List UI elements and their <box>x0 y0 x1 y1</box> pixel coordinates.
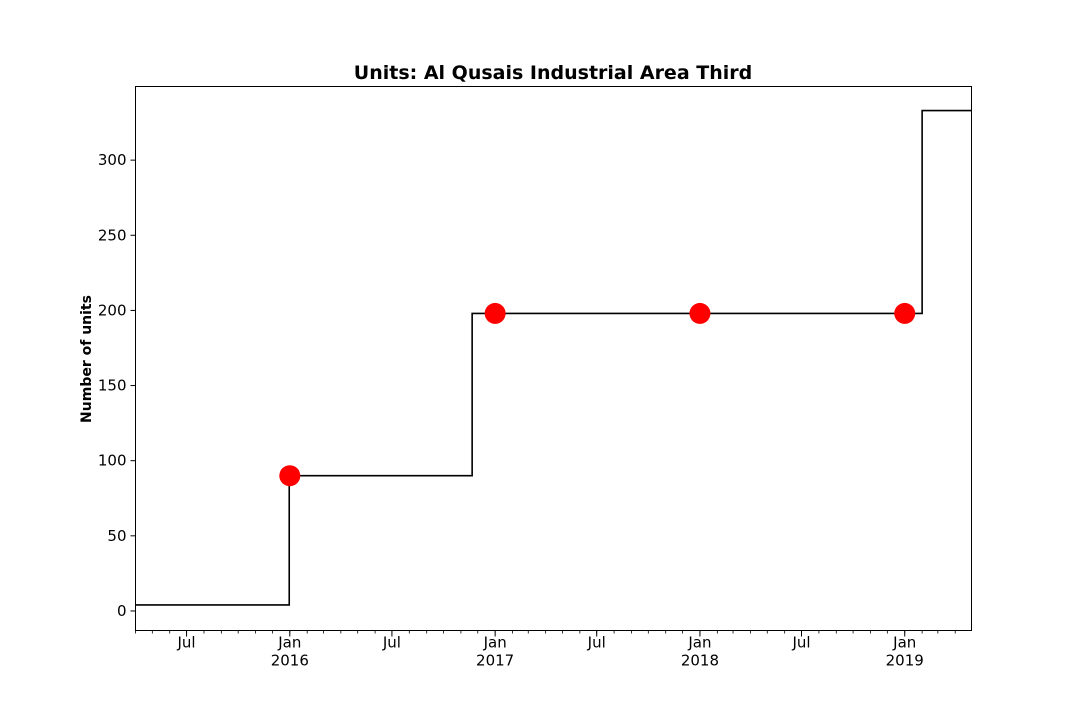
x-tick-label: Jul <box>587 634 606 652</box>
series-step-line <box>135 109 972 606</box>
x-tick-label: Jan 2019 <box>886 634 924 670</box>
data-point-marker <box>279 465 301 487</box>
x-tick-label: Jan 2016 <box>271 634 309 670</box>
y-tick-label: 150 <box>98 377 127 395</box>
plot-frame <box>135 86 972 631</box>
data-point-marker <box>689 302 711 324</box>
x-tick-label: Jan 2017 <box>476 634 514 670</box>
y-tick-label: 250 <box>98 226 127 244</box>
plot-area: 0 50 100 150 200 250 300 Jul Jan 2016 Jul Jan 2017 Ju… <box>98 109 972 670</box>
y-tick-label: 100 <box>98 452 127 470</box>
y-tick-label: 200 <box>98 301 127 319</box>
x-tick-label: Jul <box>177 634 196 652</box>
x-tick-label: Jan 2018 <box>681 634 719 670</box>
y-tick-label: 300 <box>98 151 127 169</box>
chart-title: Units: Al Qusais Industrial Area Third <box>354 62 752 84</box>
y-tick-label: 0 <box>117 602 127 620</box>
y-axis-label: Number of units <box>79 295 95 423</box>
y-tick-label: 50 <box>107 527 126 545</box>
x-tick-label: Jul <box>382 634 401 652</box>
data-point-marker <box>894 302 916 324</box>
data-point-marker <box>484 302 506 324</box>
x-tick-label: Jul <box>791 634 810 652</box>
